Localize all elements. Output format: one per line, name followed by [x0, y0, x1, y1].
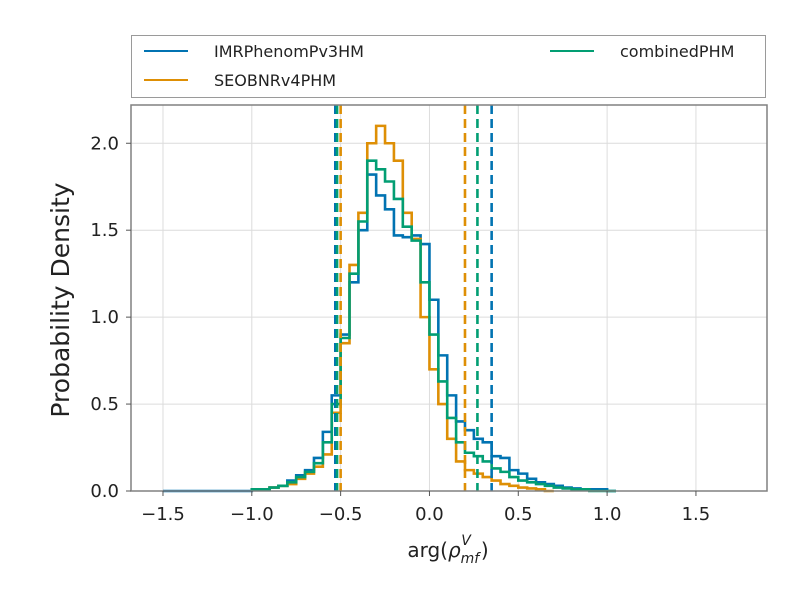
- x-axis-ticks: −1.5 −1.0 −0.5 0.0 0.5 1.0 1.5: [141, 491, 710, 525]
- x-label-sup: V: [461, 533, 472, 549]
- histogram-imrphenompv3hm: [162, 173, 616, 493]
- histogram-series: [162, 124, 616, 493]
- x-label-sub: mf: [461, 551, 482, 567]
- x-label-close: ): [481, 538, 489, 562]
- legend-label: SEOBNRv4PHM: [214, 70, 337, 90]
- histogram-seobnrv4phm: [250, 124, 554, 493]
- legend-item-imrphenompv3hm: IMRPhenomPv3HM: [144, 40, 364, 62]
- y-axis-label: Probability Density: [46, 182, 75, 417]
- x-label-arg: arg(: [407, 538, 448, 562]
- x-tick-label: 0.0: [415, 504, 444, 525]
- x-axis-label: arg(ρmf V): [407, 533, 488, 567]
- y-tick-label: 0.0: [90, 481, 119, 502]
- x-tick-label: −1.0: [230, 504, 274, 525]
- legend-item-combinedphm: combinedPHM: [550, 40, 734, 62]
- legend-swatch: [144, 79, 188, 81]
- plot-frame: [130, 104, 768, 492]
- x-tick-label: 0.5: [504, 504, 533, 525]
- y-tick-label: 1.0: [90, 307, 119, 328]
- histogram-combinedphm: [250, 159, 616, 493]
- legend-label: combinedPHM: [620, 41, 735, 61]
- credible-interval-lines: [334, 105, 493, 491]
- legend: IMRPhenomPv3HM SEOBNRv4PHM combinedPHM: [131, 35, 766, 98]
- legend-swatch: [144, 50, 188, 52]
- legend-item-seobnrv4phm: SEOBNRv4PHM: [144, 69, 336, 91]
- y-axis-ticks: 0.0 0.5 1.0 1.5 2.0: [90, 133, 131, 502]
- x-tick-label: 1.5: [682, 504, 711, 525]
- y-tick-label: 0.5: [90, 394, 119, 415]
- legend-label: IMRPhenomPv3HM: [214, 41, 364, 61]
- grid-lines: [131, 105, 767, 492]
- x-label-rho: ρ: [448, 538, 461, 562]
- legend-swatch: [550, 50, 594, 52]
- x-tick-label: −0.5: [319, 504, 363, 525]
- x-tick-label: −1.5: [141, 504, 185, 525]
- y-tick-label: 1.5: [90, 220, 119, 241]
- y-tick-label: 2.0: [90, 133, 119, 154]
- x-tick-label: 1.0: [593, 504, 622, 525]
